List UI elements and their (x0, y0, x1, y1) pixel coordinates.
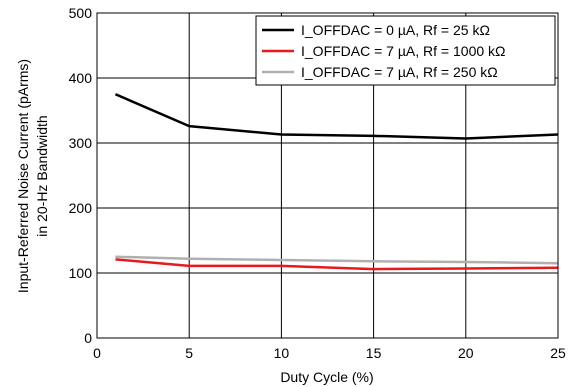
y-tick-label: 0 (84, 330, 92, 346)
x-axis-title: Duty Cycle (%) (280, 369, 373, 385)
legend-box (255, 15, 556, 86)
legend-label-series-1: I_OFFDAC = 0 µA, Rf = 25 kΩ (301, 22, 490, 38)
x-tick-label: 25 (550, 345, 566, 361)
tick-labels: 0 100 200 300 400 500 0 5 10 15 20 25 (69, 5, 566, 361)
x-tick-label: 15 (366, 345, 382, 361)
y-axis-title-line-1: Input-Referred Noise Current (pArms) (15, 59, 31, 293)
legend-label-series-2: I_OFFDAC = 7 µA, Rf = 1000 kΩ (301, 43, 506, 59)
y-tick-label: 300 (69, 135, 93, 151)
x-tick-label: 0 (93, 345, 101, 361)
y-tick-label: 500 (69, 5, 93, 21)
series-line-1 (114, 93, 559, 140)
y-tick-label: 200 (69, 200, 93, 216)
x-tick-label: 5 (185, 345, 193, 361)
series-line-2 (115, 258, 559, 271)
plot-frame (96, 12, 559, 339)
legend-label-series-3: I_OFFDAC = 7 µA, Rf = 250 kΩ (301, 64, 498, 80)
legend: I_OFFDAC = 0 µA, Rf = 25 kΩ I_OFFDAC = 7… (255, 15, 556, 86)
x-tick-label: 10 (274, 345, 290, 361)
y-axis-title-line-2: in 20-Hz Bandwidth (34, 115, 50, 236)
y-tick-label: 400 (69, 70, 93, 86)
y-tick-label: 100 (69, 265, 93, 281)
series-line-3 (115, 255, 559, 265)
series-lines (114, 93, 559, 271)
x-tick-label: 20 (458, 345, 474, 361)
